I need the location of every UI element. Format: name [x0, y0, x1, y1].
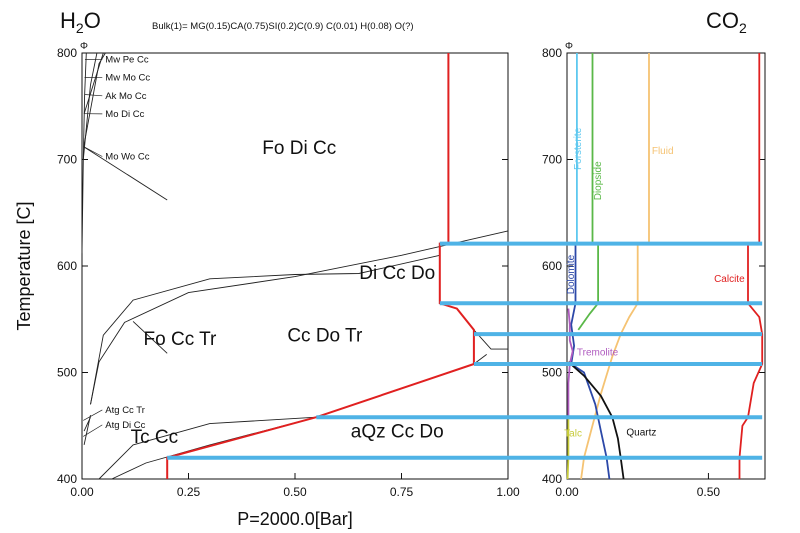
pseudosection-x-tick-label: 1.00 [496, 485, 520, 499]
series-line-tremolite [567, 308, 574, 418]
series-label-fluid: Fluid [652, 146, 674, 157]
proportion-y-tick-label: 500 [542, 366, 562, 380]
reaction-boundary [90, 230, 509, 405]
proportion-y-tick-label: 800 [542, 46, 562, 60]
proportion-y-axis-symbol: Φ [565, 41, 573, 52]
pseudosection-x-tick-label: 0.00 [70, 485, 94, 499]
proportion-labels: Forsterite Diopside Fluid Calcite Dolomite Tr… [564, 127, 745, 439]
field-label: Fo Cc Tr [144, 329, 218, 350]
proportion-y-tick-label: 400 [542, 472, 562, 486]
tie-lines [167, 241, 763, 460]
x-axis-label: P=2000.0[Bar] [237, 509, 353, 529]
proportion-ticks: 0.00 0.50 400 500 600 700 800 Φ [542, 41, 765, 499]
field-label: Di Cc Do [359, 263, 435, 284]
proportion-y-tick-label: 700 [542, 153, 562, 167]
proportion-x-tick-label: 0.50 [697, 485, 721, 499]
series-line-calcite [738, 53, 764, 479]
pseudosection-ticks: 0.00 0.25 0.50 0.75 1.00 400 500 600 700 800 Φ [57, 41, 520, 499]
small-field-label: Mw Mo Cc [105, 73, 150, 84]
phase-proportion-panel: 0.00 0.50 400 500 600 700 800 Φ Forsterite Diops… [542, 41, 766, 499]
reaction-boundary [83, 146, 168, 201]
reaction-boundary [83, 52, 106, 147]
field-label-leader [83, 424, 103, 437]
field-label: Fo Di Cc [262, 138, 336, 159]
proportion-curves [566, 53, 764, 480]
pseudosection-x-tick-label: 0.25 [177, 485, 201, 499]
series-label-tremolite: Tremolite [577, 347, 619, 358]
small-field-label: Atg Di Cc [105, 420, 145, 431]
series-line-fluid [580, 53, 650, 480]
series-line-talc [566, 417, 570, 480]
small-field-label: Mw Pe Cc [105, 55, 149, 66]
field-label-leader [84, 94, 103, 97]
pseudosection-y-tick-label: 500 [57, 366, 77, 380]
small-field-label: Mo Di Cc [105, 109, 144, 120]
bulk-composition-label: Bulk(1)= MG(0.15)CA(0.75)SI(0.2)C(0.9) C… [152, 21, 414, 32]
reaction-boundary [83, 52, 104, 114]
pseudosection-y-tick-label: 600 [57, 259, 77, 273]
series-label-diopside: Diopside [593, 161, 604, 200]
reaction-boundary [132, 321, 168, 354]
pseudosection-y-tick-label: 400 [57, 472, 77, 486]
small-field-label: Ak Mo Cc [105, 91, 146, 102]
small-field-label: Atg Cc Tr [105, 405, 145, 416]
field-label: Cc Do Tr [287, 326, 363, 347]
reaction-boundary [81, 52, 87, 254]
field-label-leader [83, 409, 103, 421]
pseudosection-y-axis-symbol: Φ [80, 41, 88, 52]
y-axis-label: Temperature [C] [14, 201, 34, 330]
reaction-boundary [473, 329, 508, 350]
series-label-quartz: Quartz [626, 427, 656, 438]
series-line-diopside [577, 53, 599, 331]
field-label-leader [83, 146, 103, 157]
pseudosection-curves [81, 52, 509, 480]
pseudosection-labels: Mw Pe Cc Mw Mo Cc Ak Mo Cc Mo Di Cc Mo Wo Cc… [83, 55, 444, 448]
co2-label: CO2 [706, 8, 747, 36]
series-label-forsterite: Forsterite [573, 127, 584, 170]
pseudosection-y-tick-label: 800 [57, 46, 77, 60]
pseudosection-panel: 0.00 0.25 0.50 0.75 1.00 400 500 600 700 800 Φ Mw … [57, 41, 520, 499]
h2o-label: H2O [60, 8, 101, 36]
reaction-boundary [83, 417, 91, 432]
field-label: aQz Cc Do [351, 421, 444, 442]
pseudosection-x-tick-label: 0.75 [390, 485, 414, 499]
pseudosection-y-tick-label: 700 [57, 153, 77, 167]
reaction-boundary [90, 254, 440, 405]
series-label-dolomite: Dolomite [566, 254, 577, 294]
pseudosection-x-tick-label: 0.50 [283, 485, 307, 499]
series-label-calcite: Calcite [714, 274, 745, 285]
series-line-quartz [567, 361, 625, 480]
field-label: Tc Cc [131, 427, 179, 448]
proportion-x-tick-label: 0.00 [555, 485, 579, 499]
pseudosection-frame [81, 52, 509, 480]
series-line-dolomite [570, 243, 611, 480]
small-field-label: Mo Wo Cc [105, 152, 149, 163]
series-label-talc: Talc [564, 428, 582, 439]
proportion-y-tick-label: 600 [542, 259, 562, 273]
